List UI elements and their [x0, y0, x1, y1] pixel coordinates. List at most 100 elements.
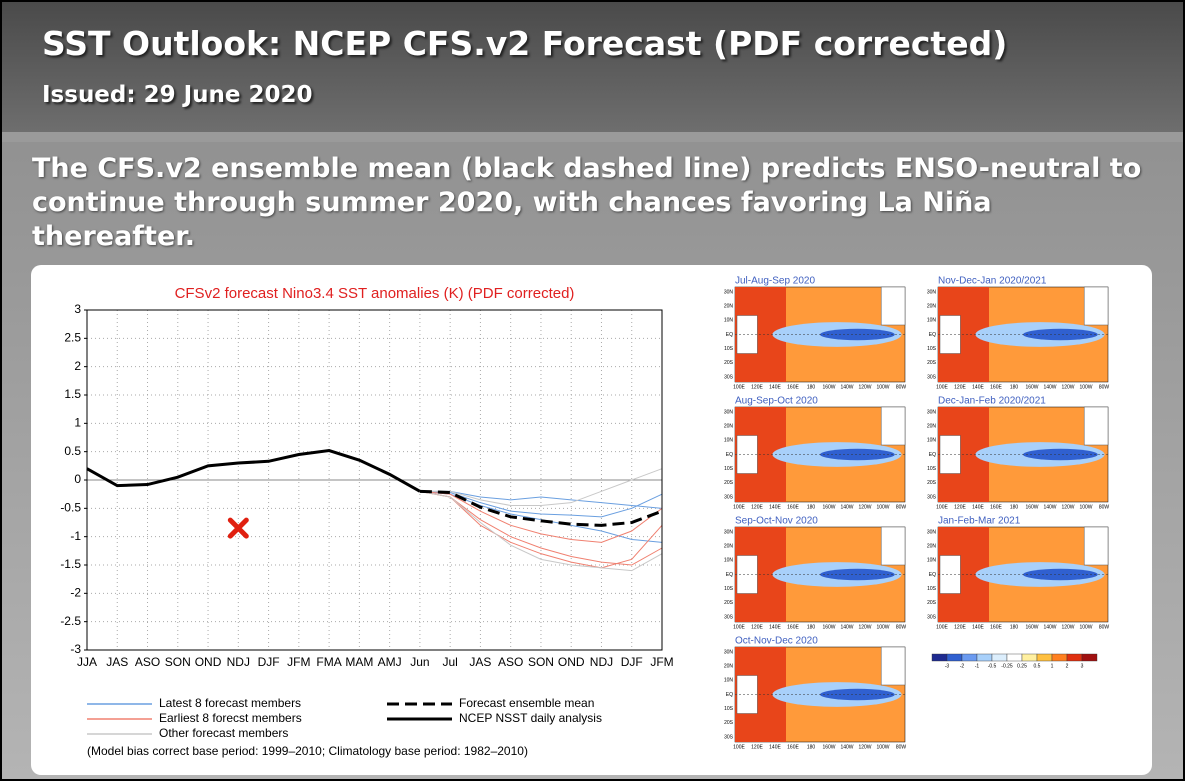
- colorbar-box: [976, 653, 993, 662]
- map-lon-label: 120E: [751, 504, 763, 510]
- x-tick-label: OND: [558, 655, 585, 669]
- colorbar-box: [961, 653, 978, 662]
- map: [937, 286, 1109, 383]
- map: [937, 526, 1109, 623]
- map-lon-label: 160W: [1025, 624, 1038, 630]
- colorbar-label: 0.5: [1034, 663, 1041, 669]
- map-lat-label: EQ: [726, 692, 733, 698]
- map-title: Oct-Nov-Dec 2020: [735, 636, 818, 647]
- map-lon-label: 180: [807, 384, 816, 390]
- legend-label: Other forecast members: [159, 726, 288, 740]
- map: [734, 286, 906, 383]
- map-lon-label: 140E: [769, 624, 781, 630]
- map-lat-label: 20N: [724, 423, 734, 429]
- map-lon-label: 80W: [1099, 384, 1110, 390]
- map-lat-label: 20S: [724, 600, 734, 606]
- map-lon-label: 160E: [990, 384, 1002, 390]
- map-lon-label: 100W: [1079, 384, 1092, 390]
- y-tick-label: -0.5: [60, 501, 81, 515]
- x-tick-label: JFM: [650, 655, 673, 669]
- y-tick-label: -1.5: [60, 557, 81, 571]
- map-cold: [820, 688, 895, 701]
- y-tick-label: -2.5: [60, 614, 81, 628]
- chart-title: CFSv2 forecast Nino3.4 SST anomalies (K)…: [175, 285, 575, 302]
- map-lon-label: 160W: [822, 504, 835, 510]
- map-lat-label: EQ: [726, 572, 733, 578]
- y-tick-label: -1: [70, 529, 81, 543]
- map-lat-label: 20S: [724, 360, 734, 366]
- map-lon-label: 160W: [1025, 504, 1038, 510]
- x-tick-label: FMA: [316, 655, 341, 669]
- x-tick-label: Jun: [410, 655, 429, 669]
- colorbar-box: [1066, 653, 1083, 662]
- member-line: [419, 490, 663, 569]
- map-lon-label: 160E: [787, 384, 799, 390]
- y-tick-label: 0.5: [64, 444, 81, 458]
- map-lon-label: 140W: [840, 384, 853, 390]
- map-lon-label: 140E: [972, 624, 984, 630]
- map-land-east: [880, 286, 906, 326]
- map-cold: [820, 328, 895, 341]
- map-lon-label: 100W: [1079, 504, 1092, 510]
- map-cold: [1023, 448, 1098, 461]
- colorbar-label: 1: [1051, 663, 1054, 669]
- colorbar-box: [1051, 653, 1068, 662]
- map-lat-label: 10S: [724, 586, 734, 592]
- map-lon-label: 160W: [1025, 384, 1038, 390]
- map-lat-label: EQ: [929, 572, 936, 578]
- y-tick-label: 3: [74, 302, 81, 316]
- map-title: Jul-Aug-Sep 2020: [735, 276, 815, 287]
- map-lon-label: 120E: [751, 384, 763, 390]
- map: [734, 406, 906, 503]
- map-lat-label: 30N: [724, 289, 734, 295]
- map-title: Jan-Feb-Mar 2021: [938, 516, 1021, 527]
- colorbar-label: 3: [1081, 663, 1084, 669]
- map-lat-label: 10N: [927, 438, 937, 444]
- x-tick-label: JFM: [287, 655, 310, 669]
- colorbar-box: [1036, 653, 1053, 662]
- map-lat-label: 10S: [724, 466, 734, 472]
- map-lat-label: EQ: [726, 332, 733, 338]
- map-cold: [820, 568, 895, 581]
- map-lon-label: 180: [807, 624, 816, 630]
- map-cold: [1023, 328, 1098, 341]
- map-lat-label: 20S: [927, 360, 937, 366]
- map-lat-label: 10N: [724, 558, 734, 564]
- colorbar-box: [946, 653, 963, 662]
- colorbar-label: -0.25: [1001, 663, 1013, 669]
- y-tick-label: -3: [70, 642, 81, 656]
- x-tick-label: DJF: [621, 655, 643, 669]
- colorbar-label: 0.25: [1017, 663, 1027, 669]
- map-lat-label: 10S: [927, 466, 937, 472]
- map-lon-label: 120W: [1061, 504, 1074, 510]
- map-lon-label: 160E: [787, 504, 799, 510]
- map-lat-label: 30N: [724, 409, 734, 415]
- map-lat-label: 20N: [724, 663, 734, 669]
- y-tick-label: -2: [70, 586, 81, 600]
- map-lat-label: 10N: [927, 558, 937, 564]
- y-tick-label: 2.5: [64, 331, 81, 345]
- x-tick-label: SON: [528, 655, 554, 669]
- map-land-east: [1083, 526, 1109, 566]
- footnote: (Model bias correct base period: 1999–20…: [87, 744, 528, 758]
- map-lat-label: 10N: [724, 438, 734, 444]
- map-lon-label: 120E: [954, 504, 966, 510]
- map-lon-label: 100E: [733, 504, 745, 510]
- map-lat-label: 30S: [724, 614, 734, 620]
- map-lon-label: 120W: [858, 624, 871, 630]
- x-tick-label: DJF: [258, 655, 280, 669]
- colorbar-label: 2: [1066, 663, 1069, 669]
- analysis-line: [86, 449, 421, 493]
- colorbar-label: -1: [975, 663, 980, 669]
- x-tick-label: AMJ: [378, 655, 402, 669]
- map-lat-label: EQ: [929, 452, 936, 458]
- map-lon-label: 100E: [936, 624, 948, 630]
- map-lat-label: 30N: [724, 529, 734, 535]
- x-tick-label: OND: [195, 655, 222, 669]
- map: [734, 646, 906, 743]
- map-lon-label: 80W: [896, 384, 907, 390]
- marker: [227, 517, 249, 539]
- member-line: [419, 468, 663, 506]
- map-lon-label: 140E: [769, 384, 781, 390]
- legend-label: NCEP NSST daily analysis: [459, 711, 602, 725]
